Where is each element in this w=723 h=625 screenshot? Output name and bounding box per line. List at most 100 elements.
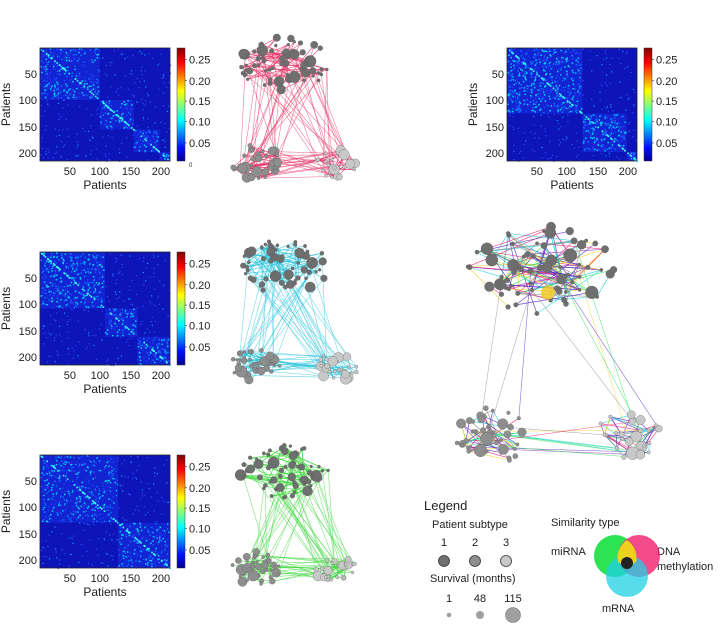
heatmap-diagonal-cell [532, 70, 535, 73]
network-node [304, 281, 316, 293]
heatmap-cell [521, 86, 523, 89]
heatmap-cell [69, 253, 71, 255]
heatmap-cell [98, 490, 100, 492]
heatmap-cell [71, 347, 73, 349]
heatmap-cell [48, 355, 50, 358]
heatmap-cell [94, 81, 96, 83]
heatmap-cell [518, 74, 520, 76]
heatmap-cell [51, 267, 53, 270]
heatmap-diagonal-cell [153, 350, 155, 352]
heatmap-cell [75, 463, 77, 466]
heatmap-cell [145, 360, 148, 362]
heatmap-cell [518, 101, 521, 103]
heatmap-cell [572, 88, 574, 90]
heatmap-cell [85, 348, 87, 350]
heatmap-cell [69, 52, 71, 54]
heatmap-cell [117, 88, 119, 90]
heatmap-cell [47, 261, 50, 263]
heatmap-diagonal-cell [587, 118, 590, 120]
heatmap-cell [66, 128, 68, 130]
heatmap-diagonal-cell [100, 304, 103, 307]
heatmap-cell [570, 51, 572, 53]
heatmap-cell [114, 468, 117, 470]
heatmap-cell [149, 331, 151, 333]
heatmap-cell [510, 56, 512, 59]
heatmap-cell [164, 138, 166, 140]
network-edge [303, 68, 327, 154]
heatmap-cell [88, 130, 90, 132]
network-node [327, 369, 332, 374]
heatmap-cell [576, 106, 579, 108]
heatmap-cell [45, 556, 47, 558]
heatmap-cell [163, 284, 165, 286]
heatmap-cell [73, 457, 76, 459]
heatmap-diagonal-cell [112, 518, 115, 520]
heatmap-cell [70, 93, 72, 95]
heatmap-cell [601, 108, 603, 111]
heatmap-cell [618, 134, 620, 136]
network-edge [515, 268, 580, 291]
heatmap-cell [81, 464, 83, 466]
heatmap-cell [82, 253, 84, 255]
heatmap-cell [66, 461, 68, 464]
heatmap-cell [134, 549, 136, 551]
survival-title: Survival (months) [430, 573, 516, 585]
heatmap-cell [595, 118, 598, 121]
heatmap-cell [108, 480, 110, 482]
heatmap-diagonal-cell [161, 357, 164, 360]
heatmap-cell [614, 120, 616, 122]
network-edge [600, 423, 605, 435]
heatmap-diagonal-cell [76, 79, 79, 82]
network-node [331, 376, 336, 380]
heatmap-cell [144, 514, 147, 516]
heatmap-cell [539, 82, 541, 84]
heatmap-cell [95, 506, 97, 508]
heatmap-cell [117, 566, 119, 568]
heatmap-cell [94, 488, 96, 490]
heatmap-cell [71, 286, 73, 288]
network-node [531, 253, 536, 259]
heatmap-cell [116, 315, 118, 317]
heatmap-cell [163, 285, 165, 287]
heatmap-cell [545, 62, 547, 65]
heatmap-cell [144, 526, 147, 528]
heatmap-cell [63, 90, 65, 92]
heatmap-cell [517, 63, 520, 65]
heatmap-cell [164, 541, 166, 543]
heatmap-cell [573, 49, 575, 51]
heatmap-cell [58, 277, 60, 280]
heatmap-cell [115, 293, 117, 295]
heatmap-cell [60, 497, 62, 499]
heatmap-cell [142, 103, 144, 105]
heatmap-cell [87, 562, 90, 565]
heatmap-cell [545, 72, 548, 75]
heatmap-cell [158, 343, 160, 345]
colorbar-tick-label: 0.10 [189, 320, 210, 332]
network-node [556, 274, 566, 285]
heatmap-cell [96, 57, 99, 59]
network-edge [565, 248, 606, 293]
network-node [306, 479, 312, 485]
heatmap-cell [134, 146, 136, 148]
heatmap-cell [79, 470, 81, 472]
heatmap-cell [537, 89, 539, 91]
heatmap-cell [66, 305, 68, 307]
heatmap-cell [53, 78, 56, 80]
heatmap-cell [576, 109, 578, 112]
heatmap-cell [133, 540, 135, 542]
subtype-label-2: 2 [472, 537, 478, 549]
heatmap-cell [62, 262, 64, 265]
heatmap-cell [142, 550, 145, 552]
heatmap-cell [45, 153, 47, 155]
heatmap-cell [47, 521, 49, 523]
heatmap-cell [78, 508, 80, 510]
network-node [289, 493, 295, 499]
heatmap-cell [165, 352, 168, 354]
heatmap-cell [56, 48, 58, 50]
heatmap-cell [46, 286, 48, 288]
heatmap-diagonal-cell [128, 124, 130, 127]
colorbar-tick-label: 0.15 [189, 503, 210, 515]
heatmap-cell [632, 136, 634, 138]
heatmap-cell [70, 49, 72, 52]
heatmap-cell [103, 491, 105, 494]
